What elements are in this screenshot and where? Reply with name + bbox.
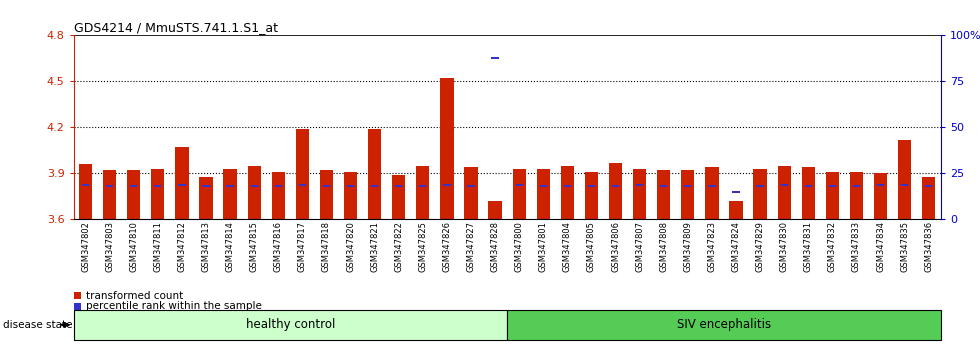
Bar (729, 201, 743, 219)
Bar (561, 166, 574, 219)
Bar (826, 172, 839, 219)
Bar (488, 201, 502, 219)
Bar (732, 191, 740, 193)
Bar (681, 170, 695, 219)
Bar (127, 170, 140, 219)
Bar (175, 147, 188, 219)
Bar (754, 169, 766, 219)
Bar (491, 57, 499, 59)
Bar (79, 164, 92, 219)
Bar (802, 167, 815, 219)
Text: disease state: disease state (3, 320, 73, 330)
Bar (922, 177, 935, 219)
Bar (371, 185, 378, 187)
Bar (202, 185, 210, 187)
Text: percentile rank within the sample: percentile rank within the sample (86, 301, 262, 311)
Bar (322, 185, 330, 187)
Bar (271, 172, 285, 219)
Bar (368, 129, 381, 219)
Text: healthy control: healthy control (246, 318, 335, 331)
Bar (199, 177, 213, 219)
Text: transformed count: transformed count (86, 291, 183, 301)
Bar (395, 185, 403, 187)
Bar (757, 185, 763, 187)
Bar (706, 167, 718, 219)
Text: SIV encephalitis: SIV encephalitis (677, 318, 771, 331)
Bar (777, 166, 791, 219)
Bar (898, 140, 911, 219)
Bar (319, 170, 333, 219)
Bar (299, 184, 306, 187)
Bar (661, 185, 667, 187)
Bar (178, 184, 185, 187)
Bar (274, 185, 282, 187)
Bar (296, 129, 309, 219)
Bar (103, 170, 117, 219)
Bar (513, 169, 526, 219)
Bar (609, 163, 622, 219)
Bar (537, 169, 550, 219)
Bar (467, 185, 474, 187)
Bar (612, 185, 619, 187)
Bar (636, 184, 643, 187)
Bar (151, 169, 165, 219)
Bar (874, 173, 887, 219)
Bar (925, 185, 932, 187)
Bar (106, 185, 114, 187)
Bar (633, 169, 646, 219)
Bar (392, 175, 406, 219)
Bar (805, 185, 812, 187)
Bar (853, 185, 860, 187)
Bar (419, 185, 426, 187)
Text: GDS4214 / MmuSTS.741.1.S1_at: GDS4214 / MmuSTS.741.1.S1_at (74, 21, 277, 34)
Bar (564, 185, 571, 187)
Bar (248, 166, 261, 219)
Bar (780, 184, 788, 187)
Bar (540, 185, 547, 187)
Bar (251, 185, 258, 187)
Bar (347, 185, 354, 187)
Bar (130, 185, 137, 187)
Bar (850, 172, 863, 219)
Bar (154, 185, 162, 187)
Bar (658, 170, 670, 219)
Bar (344, 172, 357, 219)
Bar (515, 184, 523, 187)
Bar (465, 167, 477, 219)
Bar (82, 184, 89, 186)
Bar (223, 169, 237, 219)
Bar (226, 185, 234, 187)
Bar (440, 78, 454, 219)
Bar (901, 184, 908, 187)
Bar (416, 166, 429, 219)
Bar (877, 184, 884, 187)
Bar (829, 185, 836, 187)
Bar (709, 185, 715, 187)
Bar (585, 172, 598, 219)
Bar (443, 184, 451, 186)
Bar (588, 185, 595, 187)
Bar (684, 185, 692, 187)
